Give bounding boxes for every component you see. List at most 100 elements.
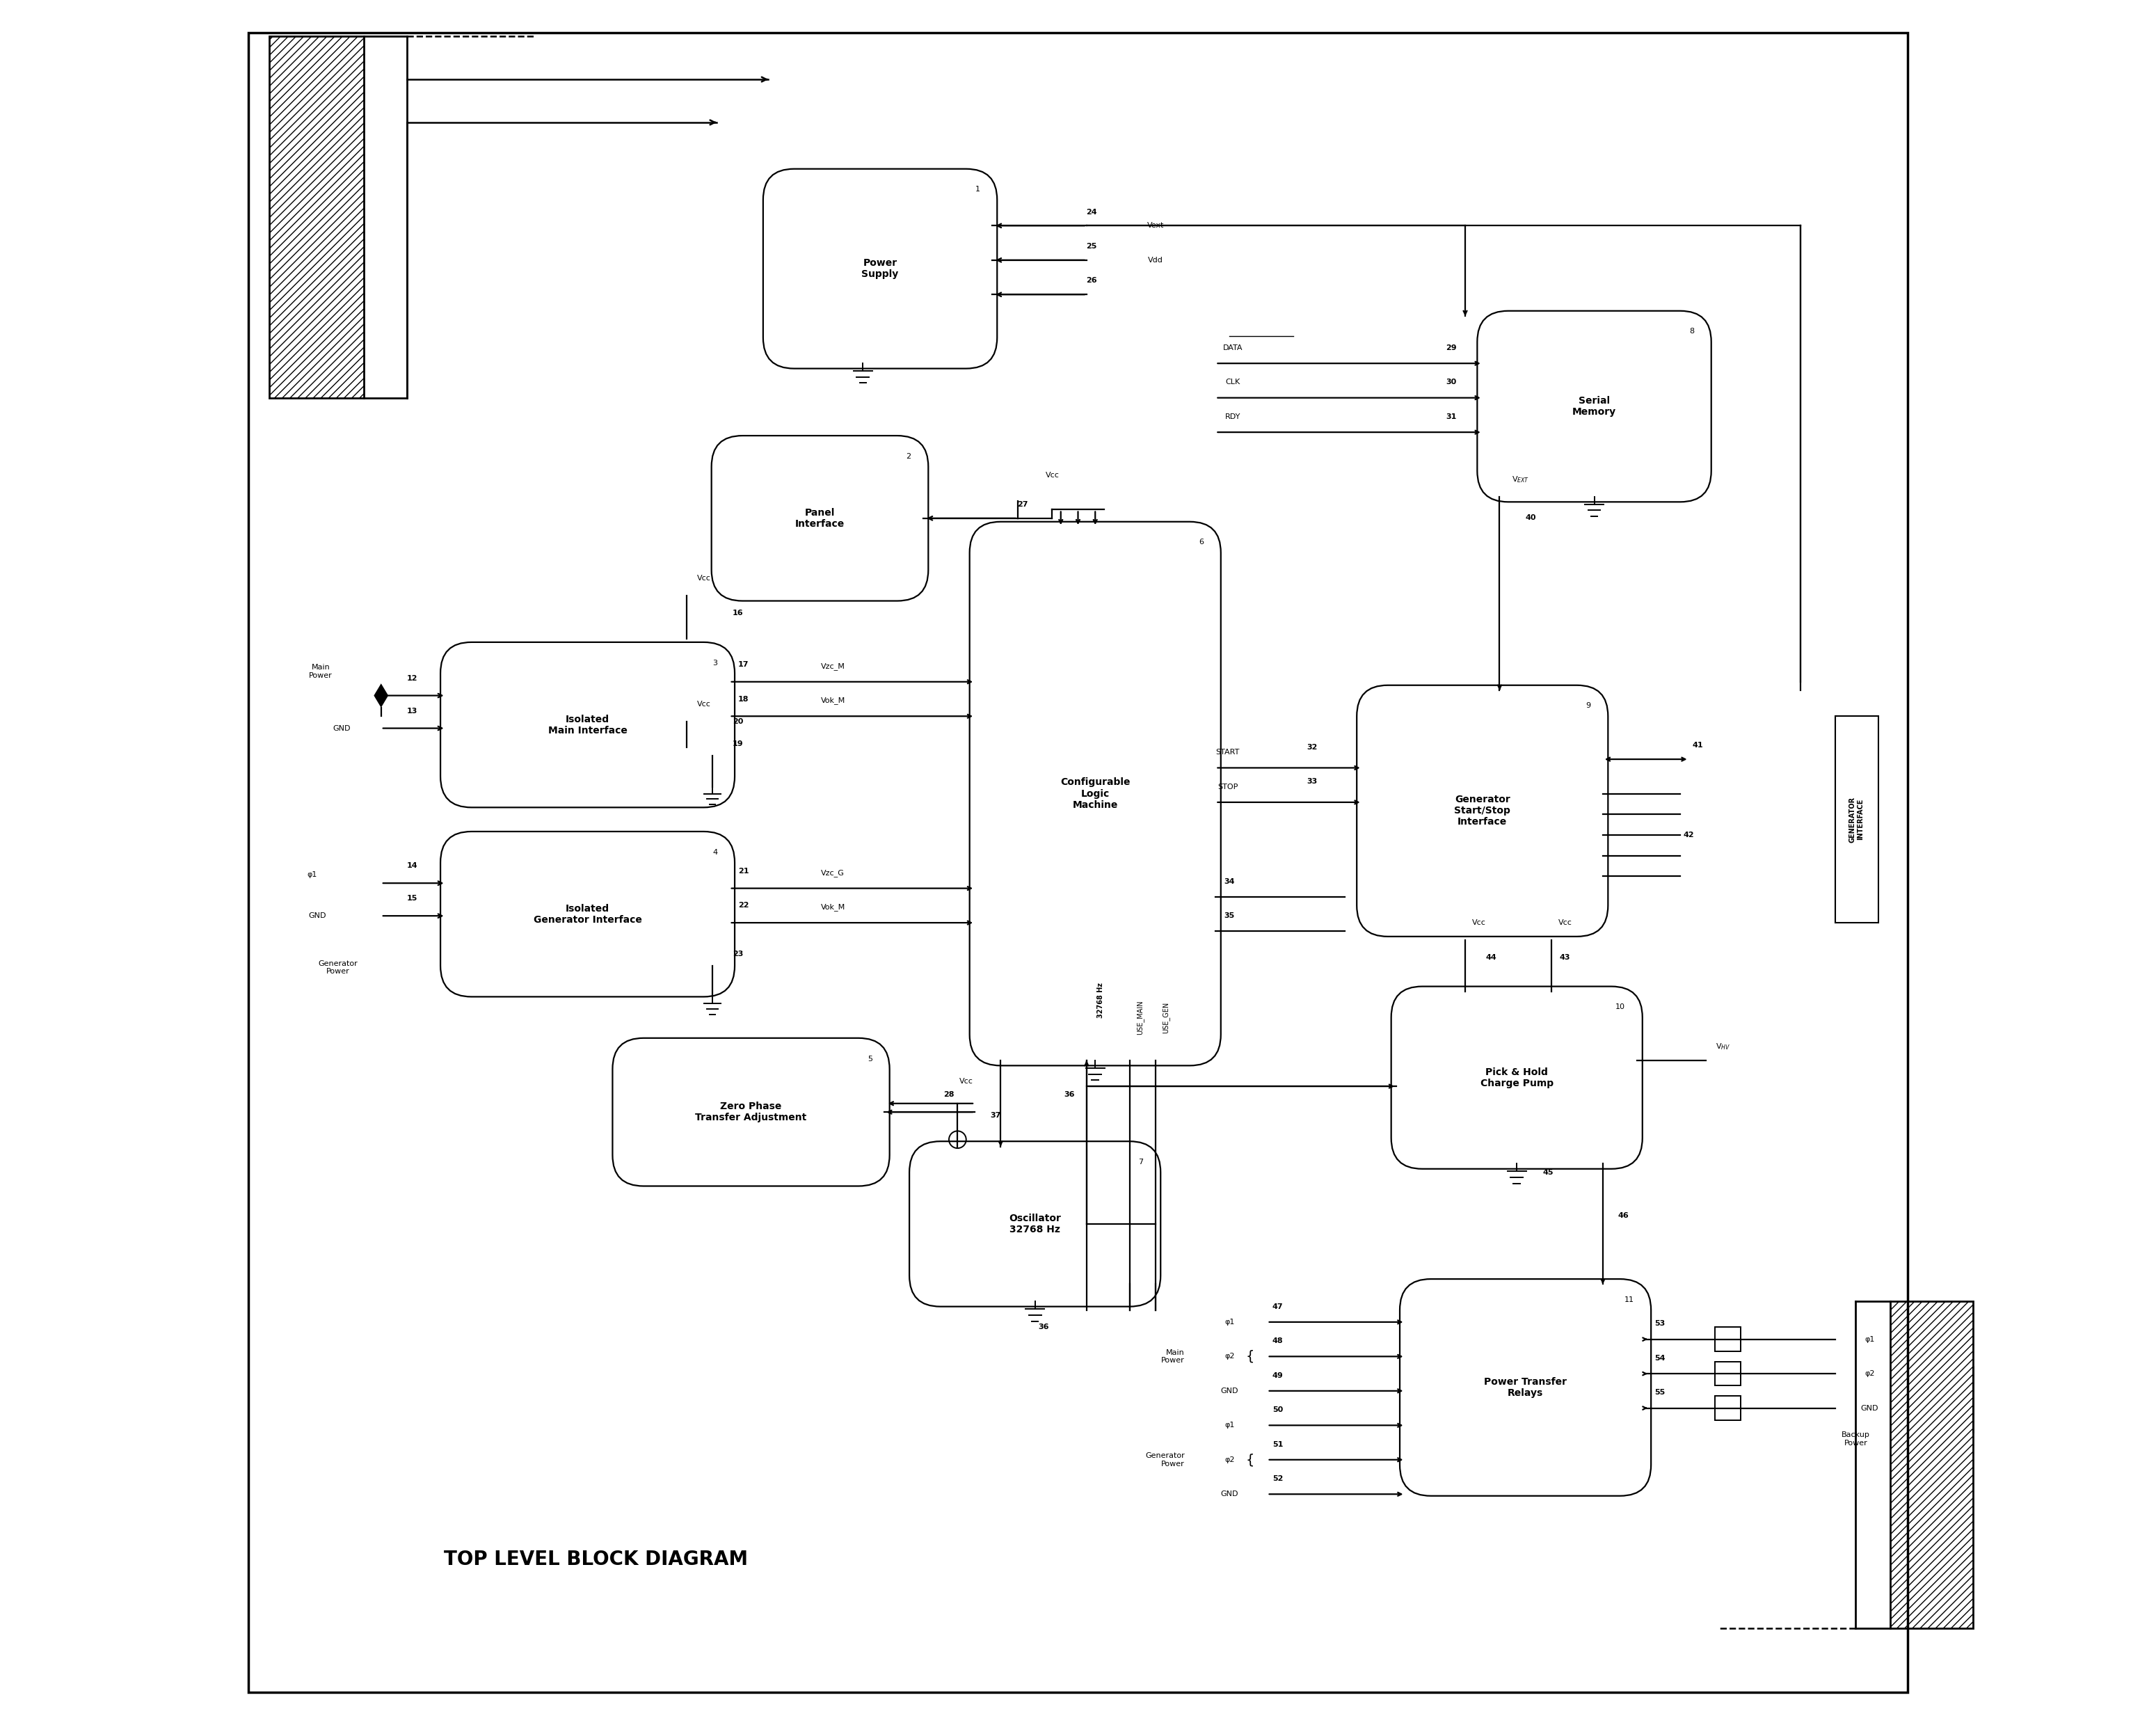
Text: USE_MAIN: USE_MAIN	[1136, 1000, 1143, 1035]
Text: 47: 47	[1272, 1302, 1283, 1309]
Text: 33: 33	[1307, 778, 1317, 785]
Text: 25: 25	[1087, 243, 1097, 250]
Text: RDY: RDY	[1225, 414, 1240, 421]
FancyBboxPatch shape	[612, 1038, 890, 1187]
Text: 31: 31	[1447, 414, 1457, 421]
Text: 16: 16	[733, 609, 744, 616]
Text: USE_GEN: USE_GEN	[1162, 1002, 1169, 1033]
Bar	[1714, 1361, 1740, 1385]
FancyBboxPatch shape	[1391, 987, 1643, 1170]
Text: Vzc_M: Vzc_M	[821, 662, 845, 669]
Text: 6: 6	[1199, 538, 1203, 545]
FancyBboxPatch shape	[440, 642, 735, 807]
Text: 13: 13	[407, 707, 418, 714]
Text: 35: 35	[1225, 913, 1235, 919]
Text: 48: 48	[1272, 1337, 1283, 1344]
Text: {: {	[1246, 1351, 1255, 1363]
FancyBboxPatch shape	[711, 436, 929, 600]
Text: Power Transfer
Relays: Power Transfer Relays	[1483, 1377, 1567, 1397]
FancyBboxPatch shape	[970, 521, 1220, 1066]
Text: GND: GND	[1220, 1490, 1238, 1497]
Text: GND: GND	[1220, 1387, 1238, 1394]
Text: 30: 30	[1447, 380, 1457, 386]
Text: 12: 12	[407, 674, 418, 681]
Text: 46: 46	[1617, 1213, 1630, 1220]
Text: Vcc: Vcc	[696, 700, 711, 707]
Text: {: {	[1246, 1452, 1255, 1466]
Text: 43: 43	[1559, 954, 1570, 961]
Text: Backup
Power: Backup Power	[1841, 1432, 1869, 1447]
Bar	[1714, 1396, 1740, 1420]
Text: Vcc: Vcc	[1559, 919, 1572, 926]
Polygon shape	[373, 683, 388, 707]
Text: 10: 10	[1615, 1004, 1626, 1011]
Text: 22: 22	[737, 902, 748, 909]
Text: φ1: φ1	[1865, 1335, 1874, 1342]
Text: START: START	[1216, 749, 1240, 756]
Text: 45: 45	[1542, 1170, 1552, 1176]
Text: Generator
Power: Generator Power	[1145, 1452, 1184, 1468]
Text: φ1: φ1	[1225, 1318, 1235, 1325]
Text: φ2: φ2	[1865, 1370, 1874, 1377]
Text: 42: 42	[1684, 831, 1695, 838]
Text: 41: 41	[1692, 742, 1703, 749]
Text: 37: 37	[990, 1113, 1000, 1120]
Text: 40: 40	[1524, 514, 1535, 521]
Text: 9: 9	[1587, 702, 1591, 709]
Text: 53: 53	[1654, 1320, 1664, 1327]
Text: 1: 1	[975, 186, 981, 193]
Text: 4: 4	[711, 849, 718, 856]
Text: 24: 24	[1087, 209, 1097, 216]
Text: Generator
Start/Stop
Interface: Generator Start/Stop Interface	[1455, 795, 1511, 826]
Text: Vcc: Vcc	[696, 574, 711, 581]
Text: Power
Supply: Power Supply	[862, 259, 899, 279]
Text: GENERATOR
INTERFACE: GENERATOR INTERFACE	[1850, 797, 1865, 842]
Text: TOP LEVEL BLOCK DIAGRAM: TOP LEVEL BLOCK DIAGRAM	[444, 1549, 748, 1570]
FancyBboxPatch shape	[1399, 1278, 1651, 1496]
Text: 36: 36	[1039, 1323, 1050, 1330]
Text: Vcc: Vcc	[1046, 471, 1059, 480]
Text: 32: 32	[1307, 743, 1317, 750]
Text: Vext: Vext	[1147, 223, 1164, 229]
Text: Isolated
Main Interface: Isolated Main Interface	[548, 714, 627, 735]
Text: 5: 5	[867, 1056, 873, 1063]
Text: V$_{EXT}$: V$_{EXT}$	[1511, 474, 1529, 485]
Text: GND: GND	[1861, 1404, 1878, 1411]
Text: GND: GND	[332, 724, 351, 731]
Text: 20: 20	[733, 718, 744, 724]
Text: Configurable
Logic
Machine: Configurable Logic Machine	[1061, 778, 1130, 809]
Text: φ2: φ2	[1225, 1456, 1235, 1463]
Text: Zero Phase
Transfer Adjustment: Zero Phase Transfer Adjustment	[694, 1102, 806, 1123]
Bar	[270, 36, 364, 398]
Text: 15: 15	[407, 895, 418, 902]
Text: V$_{HV}$: V$_{HV}$	[1716, 1042, 1731, 1052]
Text: 49: 49	[1272, 1371, 1283, 1378]
Text: 44: 44	[1485, 954, 1496, 961]
Text: 32768 Hz: 32768 Hz	[1097, 983, 1104, 1018]
Text: 11: 11	[1623, 1295, 1634, 1302]
Text: 21: 21	[737, 868, 748, 875]
Text: 3: 3	[714, 659, 718, 666]
Text: 27: 27	[1018, 500, 1028, 507]
FancyBboxPatch shape	[1356, 685, 1608, 937]
FancyBboxPatch shape	[1477, 310, 1712, 502]
Text: 50: 50	[1272, 1406, 1283, 1413]
Text: Oscillator
32768 Hz: Oscillator 32768 Hz	[1009, 1213, 1061, 1235]
Text: 28: 28	[944, 1092, 955, 1099]
Text: 14: 14	[407, 862, 418, 869]
Bar	[1714, 1327, 1740, 1351]
Bar	[1891, 1301, 1973, 1628]
FancyBboxPatch shape	[763, 169, 996, 369]
Text: DATA: DATA	[1222, 345, 1242, 352]
Text: 26: 26	[1087, 278, 1097, 285]
Bar	[1835, 716, 1878, 923]
Text: Vok_M: Vok_M	[821, 697, 845, 704]
Text: 8: 8	[1688, 328, 1695, 335]
Text: STOP: STOP	[1218, 783, 1238, 790]
Text: φ2: φ2	[1225, 1352, 1235, 1359]
Text: Vok_M: Vok_M	[821, 904, 845, 911]
Text: 34: 34	[1225, 878, 1235, 885]
Text: 29: 29	[1447, 345, 1457, 352]
Text: 52: 52	[1272, 1475, 1283, 1482]
FancyBboxPatch shape	[910, 1142, 1160, 1306]
